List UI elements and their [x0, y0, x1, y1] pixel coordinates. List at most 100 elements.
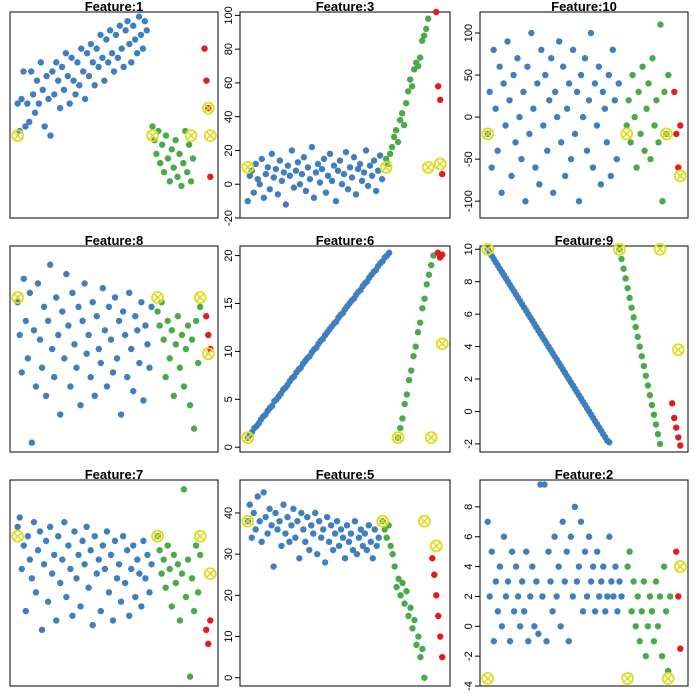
point-blue [350, 154, 358, 161]
point-green [644, 623, 652, 630]
point-green [666, 593, 674, 600]
point-blue [24, 100, 31, 107]
point-green [398, 110, 406, 117]
point-blue [328, 177, 336, 185]
point-green [629, 71, 636, 79]
point-blue [518, 578, 526, 585]
marked-point [481, 672, 495, 685]
point-blue [320, 155, 328, 163]
point-blue [317, 534, 325, 541]
point-green [395, 575, 402, 583]
point-blue [331, 530, 339, 537]
point-blue [20, 68, 27, 75]
point-blue [61, 518, 68, 526]
point-blue [244, 197, 251, 205]
point-green [156, 547, 163, 554]
point-red [671, 88, 678, 96]
point-green [158, 141, 166, 148]
point-blue [540, 122, 547, 129]
marked-point [621, 672, 634, 685]
point-red [677, 122, 684, 129]
y-tick-label: 60 [223, 77, 235, 89]
point-green [189, 155, 197, 162]
point-green [174, 561, 182, 568]
point-blue [105, 59, 112, 66]
panel-5: Feature:6 0 5 10 15 20 [223, 233, 451, 453]
point-blue [583, 147, 591, 154]
point-blue [111, 537, 119, 545]
point-blue [16, 514, 23, 521]
point-blue [376, 152, 384, 159]
point-blue [613, 155, 620, 163]
y-tick-label: 10 [223, 630, 235, 642]
point-blue [83, 523, 90, 531]
panel-frame [239, 11, 451, 219]
y-tick-label: 10 [463, 243, 475, 255]
point-blue [571, 130, 579, 138]
point-blue [121, 331, 129, 339]
point-red [675, 164, 682, 171]
point-blue [124, 17, 131, 25]
point-green [642, 372, 650, 379]
point-green [417, 653, 424, 661]
point-green [628, 304, 635, 311]
point-green [654, 430, 662, 438]
point-red [207, 173, 214, 180]
point-blue [553, 113, 561, 121]
point-blue [36, 528, 44, 535]
point-blue [288, 147, 296, 154]
point-blue [109, 617, 117, 624]
point-blue [123, 373, 131, 381]
point-blue [87, 373, 94, 381]
point-blue [47, 132, 54, 139]
point-blue [508, 548, 516, 555]
y-tick-label: -4 [463, 681, 475, 691]
point-blue [73, 364, 80, 371]
point-blue [486, 593, 493, 600]
point-blue [69, 289, 76, 297]
point-blue [91, 82, 98, 89]
point-blue [135, 13, 143, 20]
point-blue [593, 548, 601, 555]
point-green [651, 122, 658, 129]
point-green [192, 542, 200, 549]
point-blue [359, 542, 367, 550]
marked-point [151, 529, 164, 543]
point-blue [597, 181, 605, 188]
point-blue [89, 59, 97, 66]
point-blue [260, 489, 267, 496]
point-green [630, 578, 637, 585]
point-blue [612, 563, 619, 570]
point-blue [614, 608, 621, 615]
point-green [626, 294, 633, 302]
marked-point [11, 291, 25, 304]
point-green [662, 608, 670, 615]
point-blue [591, 80, 599, 87]
point-blue [606, 439, 613, 446]
point-blue [83, 350, 90, 357]
point-blue [296, 181, 304, 188]
point-blue [105, 589, 113, 596]
point-green [406, 76, 414, 83]
point-blue [542, 71, 549, 79]
point-blue [43, 72, 50, 80]
point-blue [587, 29, 595, 37]
point-green [419, 305, 426, 312]
point-blue [93, 313, 100, 320]
point-blue [110, 68, 118, 75]
point-blue [563, 548, 570, 555]
point-blue [14, 523, 21, 531]
point-red [435, 612, 442, 620]
point-blue [603, 139, 611, 146]
point-blue [545, 548, 552, 555]
panel-title: Feature:7 [85, 467, 144, 482]
y-tick-label: 40 [223, 111, 235, 123]
point-green [632, 323, 639, 331]
y-tick-label: 80 [223, 43, 235, 55]
point-red [675, 593, 682, 600]
point-blue [113, 355, 121, 362]
point-blue [74, 59, 81, 66]
point-blue [579, 113, 587, 121]
point-blue [288, 522, 295, 529]
y-tick-label: 0 [223, 181, 235, 187]
